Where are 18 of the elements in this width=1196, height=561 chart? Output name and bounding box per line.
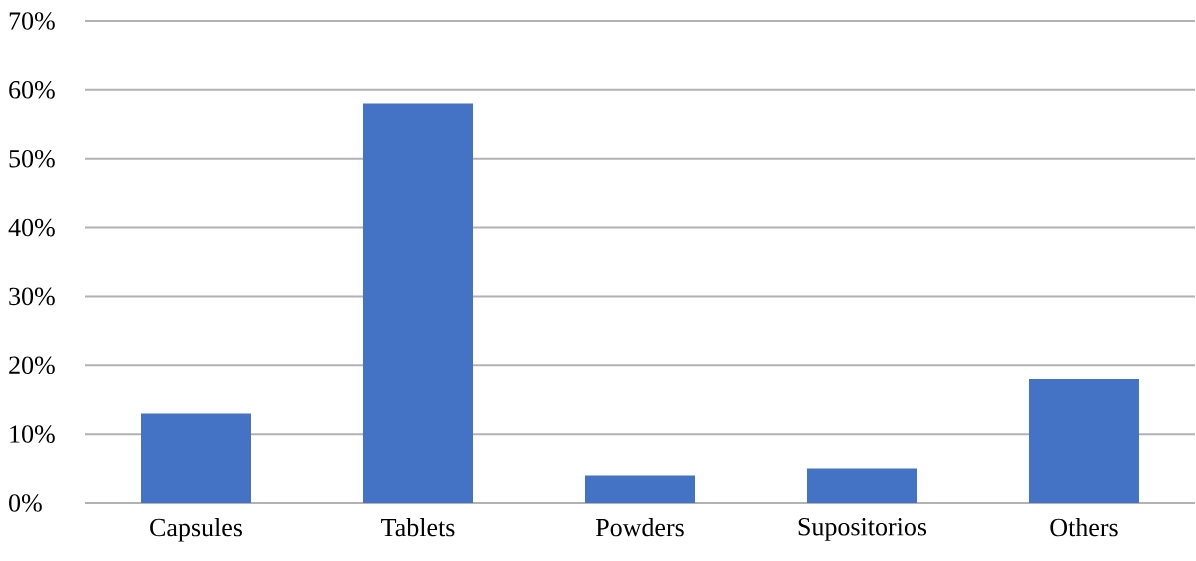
y-tick-label: 20%: [9, 356, 55, 375]
x-tick-label: Others: [1050, 518, 1118, 537]
y-tick-label: 70%: [9, 12, 55, 30]
x-tick-label: Capsules: [150, 518, 243, 542]
y-tick-label: 60%: [9, 81, 55, 99]
bar: [806, 468, 917, 503]
bar: [1028, 379, 1139, 503]
x-tick-label: Supositorios: [798, 518, 927, 541]
y-tick-label: 0%: [9, 494, 42, 512]
y-tick-label: 10%: [10, 425, 55, 443]
bar: [584, 475, 695, 503]
bar: [141, 413, 251, 503]
y-tick-label: 30%: [9, 287, 55, 306]
x-tick-label: Powders: [595, 518, 684, 537]
y-tick-label: 50%: [9, 149, 55, 168]
x-tick-label: Tablets: [381, 518, 455, 537]
bar: [363, 103, 473, 503]
y-tick-label: 40%: [8, 218, 55, 237]
